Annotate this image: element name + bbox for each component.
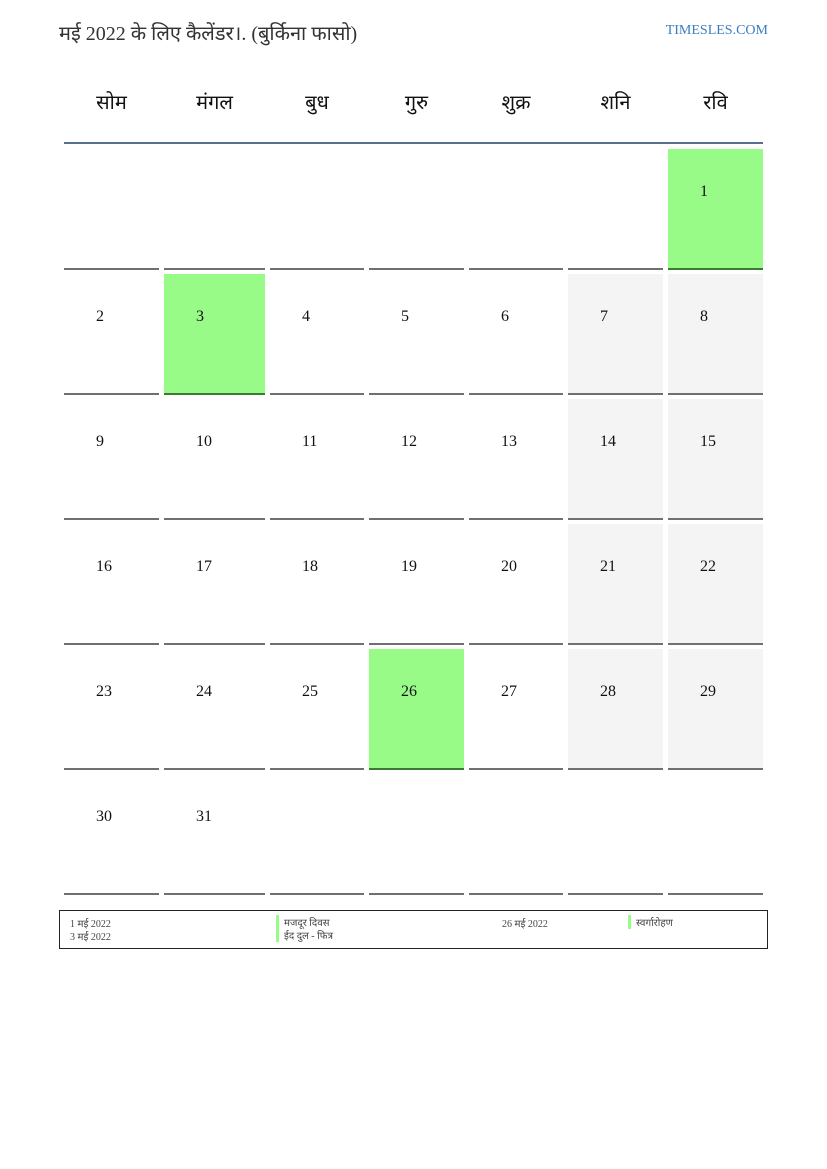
day-cell[interactable]: 15 — [668, 399, 763, 520]
day-cell[interactable]: 16 — [64, 524, 159, 645]
legend-date: 1 मई 2022 — [70, 919, 111, 930]
day-cell[interactable]: 2 — [64, 274, 159, 395]
day-cell[interactable]: 12 — [369, 399, 464, 520]
weekday-thu: गुरु — [404, 92, 429, 114]
calendar-grid: 1 2 3 4 5 6 7 8 9 10 11 12 13 14 15 16 17 18 19 20 21 22 23 24 2… — [64, 149, 763, 899]
day-cell[interactable]: 6 — [469, 274, 563, 395]
day-number: 2 — [96, 308, 104, 325]
day-cell[interactable]: 18 — [270, 524, 364, 645]
empty-cell — [164, 149, 265, 270]
empty-cell — [668, 774, 763, 895]
day-number: 22 — [700, 558, 716, 575]
empty-cell — [369, 774, 464, 895]
day-cell[interactable]: 29 — [668, 649, 763, 770]
holiday-legend: 1 मई 2022 मजदूर दिवस 3 मई 2022 ईद दुल - … — [59, 910, 768, 949]
day-cell[interactable]: 31 — [164, 774, 265, 895]
empty-cell — [64, 149, 159, 270]
day-cell[interactable]: 25 — [270, 649, 364, 770]
day-cell[interactable]: 28 — [568, 649, 663, 770]
day-cell[interactable]: 5 — [369, 274, 464, 395]
day-number: 25 — [302, 683, 318, 700]
legend-date: 3 मई 2022 — [70, 932, 111, 943]
day-number: 18 — [302, 558, 318, 575]
legend-date: 26 मई 2022 — [502, 919, 548, 930]
day-number: 4 — [302, 308, 310, 325]
day-number: 5 — [401, 308, 409, 325]
day-number: 24 — [196, 683, 212, 700]
day-number: 23 — [96, 683, 112, 700]
day-cell[interactable]: 11 — [270, 399, 364, 520]
day-cell[interactable]: 3 — [164, 274, 265, 395]
day-number: 1 — [700, 183, 708, 200]
day-cell[interactable]: 27 — [469, 649, 563, 770]
legend-holiday: मजदूर दिवस — [276, 915, 330, 929]
weekday-sat: शनि — [600, 92, 631, 114]
site-link[interactable]: TIMESLES.COM — [665, 23, 768, 38]
day-cell[interactable]: 14 — [568, 399, 663, 520]
day-number: 11 — [302, 433, 318, 450]
day-cell[interactable]: 10 — [164, 399, 265, 520]
weekday-fri: शुक्र — [501, 92, 531, 114]
weekday-header: सोम मंगल बुध गुरु शुक्र शनि रवि — [64, 88, 763, 115]
day-cell[interactable]: 30 — [64, 774, 159, 895]
day-cell[interactable]: 26 — [369, 649, 464, 770]
day-cell[interactable]: 23 — [64, 649, 159, 770]
day-cell[interactable]: 4 — [270, 274, 364, 395]
day-cell[interactable]: 24 — [164, 649, 265, 770]
day-number: 3 — [196, 308, 204, 325]
weekday-mon: सोम — [96, 92, 127, 114]
day-number: 28 — [600, 683, 616, 700]
day-number: 30 — [96, 808, 112, 825]
weekday-sun: रवि — [703, 92, 728, 114]
page-title: मई 2022 के लिए कैलेंडर।. (बुर्किना फासो) — [59, 23, 358, 45]
day-number: 6 — [501, 308, 509, 325]
day-number: 7 — [600, 308, 608, 325]
empty-cell — [270, 149, 364, 270]
empty-cell — [568, 149, 663, 270]
day-number: 27 — [501, 683, 517, 700]
day-cell[interactable]: 20 — [469, 524, 563, 645]
weekday-tue: मंगल — [196, 92, 233, 114]
weekday-wed: बुध — [305, 92, 329, 114]
day-number: 9 — [96, 433, 104, 450]
empty-cell — [469, 774, 563, 895]
day-number: 15 — [700, 433, 716, 450]
day-number: 16 — [96, 558, 112, 575]
day-cell[interactable]: 7 — [568, 274, 663, 395]
empty-cell — [469, 149, 563, 270]
day-number: 8 — [700, 308, 708, 325]
day-cell[interactable]: 8 — [668, 274, 763, 395]
day-number: 21 — [600, 558, 616, 575]
day-number: 12 — [401, 433, 417, 450]
empty-cell — [270, 774, 364, 895]
day-number: 17 — [196, 558, 212, 575]
day-number: 29 — [700, 683, 716, 700]
day-number: 20 — [501, 558, 517, 575]
legend-holiday: ईद दुल - फित्र — [276, 928, 333, 942]
day-number: 26 — [401, 683, 417, 700]
day-number: 14 — [600, 433, 616, 450]
day-cell[interactable]: 1 — [668, 149, 763, 270]
day-cell[interactable]: 22 — [668, 524, 763, 645]
day-cell[interactable]: 13 — [469, 399, 563, 520]
header-divider — [64, 142, 763, 144]
empty-cell — [369, 149, 464, 270]
day-number: 13 — [501, 433, 517, 450]
day-number: 31 — [196, 808, 212, 825]
day-cell[interactable]: 19 — [369, 524, 464, 645]
day-cell[interactable]: 9 — [64, 399, 159, 520]
day-number: 10 — [196, 433, 212, 450]
legend-holiday: स्वर्गारोहण — [628, 915, 673, 929]
day-number: 19 — [401, 558, 417, 575]
day-cell[interactable]: 21 — [568, 524, 663, 645]
empty-cell — [568, 774, 663, 895]
day-cell[interactable]: 17 — [164, 524, 265, 645]
